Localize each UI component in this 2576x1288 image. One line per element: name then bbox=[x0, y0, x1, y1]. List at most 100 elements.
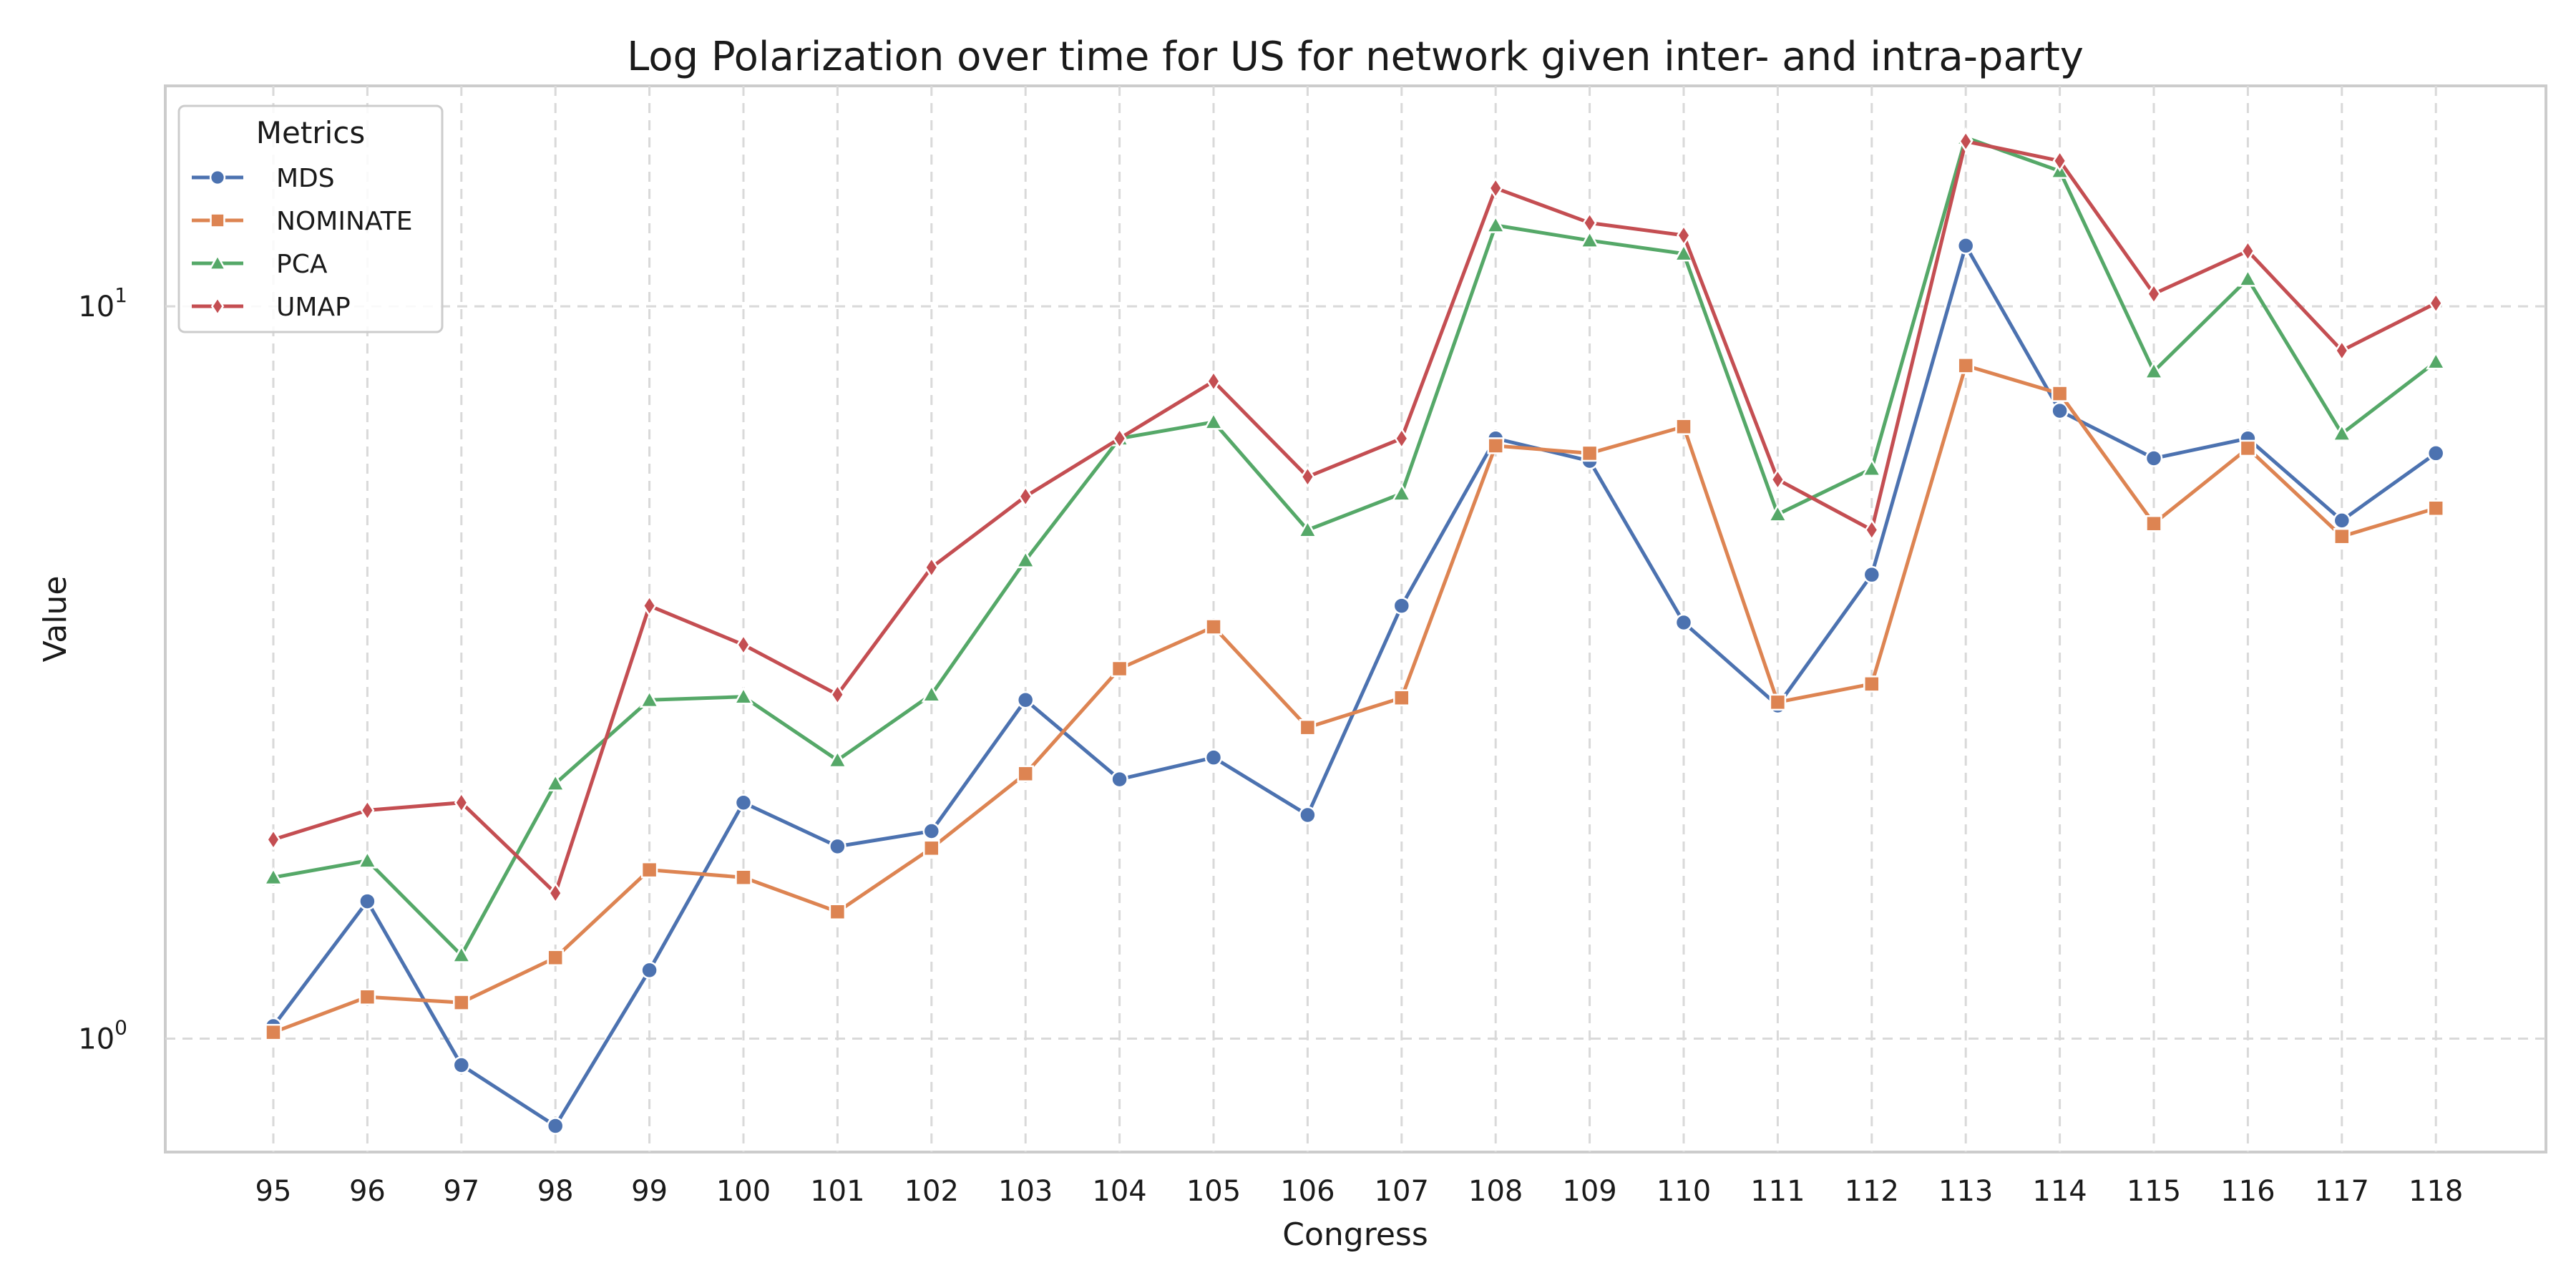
data-point bbox=[2426, 444, 2445, 462]
series-line bbox=[272, 243, 2437, 1128]
data-point bbox=[923, 839, 940, 857]
data-point bbox=[265, 1023, 282, 1041]
data-point bbox=[1394, 427, 1409, 450]
x-tick-label: 103 bbox=[998, 1175, 1053, 1208]
data-point bbox=[735, 869, 752, 886]
data-point bbox=[1018, 485, 1033, 508]
data-point bbox=[736, 633, 751, 656]
data-point bbox=[1863, 675, 1880, 693]
data-point bbox=[2145, 449, 2163, 467]
data-point bbox=[2333, 512, 2351, 530]
x-tick-label: 96 bbox=[349, 1175, 386, 1208]
data-point bbox=[1203, 411, 1224, 430]
data-point bbox=[1300, 466, 1315, 488]
data-point bbox=[360, 799, 375, 821]
y-tick-exponent: 0 bbox=[114, 1015, 127, 1039]
data-point bbox=[830, 683, 845, 706]
data-point bbox=[1956, 237, 1975, 255]
data-point bbox=[827, 749, 848, 769]
data-point bbox=[1205, 618, 1222, 635]
data-point bbox=[1204, 748, 1223, 766]
x-tick-label: 117 bbox=[2315, 1175, 2369, 1208]
data-point bbox=[2239, 439, 2257, 457]
data-point bbox=[2143, 361, 2165, 379]
x-tick-label: 115 bbox=[2127, 1175, 2181, 1208]
data-point bbox=[452, 1056, 471, 1074]
data-point bbox=[1016, 691, 1035, 709]
y-tick-label: 101 bbox=[78, 283, 127, 323]
legend-entry: NOMINATE bbox=[192, 207, 412, 236]
x-tick-label: 107 bbox=[1375, 1175, 1429, 1208]
series-line bbox=[273, 364, 2436, 1035]
x-axis-ticks: 95 96 97 98 99 100 101 102 103 104 105 106 107 108 109… bbox=[255, 1175, 2464, 1208]
data-point bbox=[2333, 527, 2351, 545]
x-tick-label: 97 bbox=[443, 1175, 479, 1208]
x-tick-label: 114 bbox=[2032, 1175, 2087, 1208]
legend: Metrics MDS NOMINATE PCA UMAP bbox=[177, 104, 444, 333]
series-line bbox=[273, 135, 2437, 957]
data-point bbox=[1582, 212, 1597, 234]
legend-label: UMAP bbox=[276, 293, 351, 322]
data-point bbox=[2051, 385, 2069, 402]
data-point bbox=[734, 794, 753, 811]
legend-entries: MDS NOMINATE PCA UMAP bbox=[192, 164, 412, 322]
data-point bbox=[2427, 499, 2444, 517]
data-point bbox=[1015, 550, 1036, 568]
x-tick-label: 112 bbox=[1845, 1175, 1899, 1208]
data-point bbox=[829, 903, 847, 920]
x-tick-label: 109 bbox=[1562, 1175, 1616, 1208]
y-axis-ticks: 10 0 101 bbox=[78, 283, 127, 1055]
plot-frame bbox=[164, 84, 2547, 1153]
legend-entry: MDS bbox=[192, 164, 335, 193]
data-point bbox=[1675, 418, 1692, 435]
data-point bbox=[357, 850, 378, 869]
legend-label: PCA bbox=[276, 250, 328, 279]
data-point bbox=[639, 689, 660, 708]
data-point bbox=[1769, 693, 1787, 711]
data-point bbox=[2426, 351, 2446, 370]
data-point bbox=[1206, 370, 1221, 393]
x-tick-label: 106 bbox=[1280, 1175, 1335, 1208]
data-point bbox=[1958, 130, 1974, 152]
data-point bbox=[453, 994, 470, 1011]
y-tick-base: 10 bbox=[78, 291, 114, 323]
x-axis-label: Congress bbox=[1282, 1216, 1428, 1253]
data-point bbox=[1393, 689, 1410, 706]
data-point bbox=[2238, 268, 2258, 287]
x-tick-label: 113 bbox=[1938, 1175, 1993, 1208]
data-point bbox=[1299, 806, 1317, 824]
legend-title: Metrics bbox=[256, 115, 365, 150]
data-point bbox=[2051, 401, 2069, 420]
x-tick-label: 108 bbox=[1468, 1175, 1523, 1208]
data-point bbox=[1861, 458, 1882, 477]
data-point bbox=[2334, 339, 2349, 362]
data-point bbox=[2429, 292, 2444, 314]
x-tick-label: 99 bbox=[631, 1175, 668, 1208]
x-tick-label: 102 bbox=[904, 1175, 959, 1208]
series-nominate bbox=[265, 357, 2444, 1041]
series-pca bbox=[263, 127, 2446, 963]
data-point bbox=[1297, 519, 1318, 538]
series-umap bbox=[266, 130, 2444, 904]
data-point bbox=[1770, 468, 1785, 491]
data-point bbox=[640, 961, 658, 980]
data-point bbox=[1485, 215, 1506, 233]
data-point bbox=[924, 556, 939, 579]
chart-title: Log Polarization over time for US for ne… bbox=[627, 34, 2084, 80]
data-point bbox=[1674, 613, 1693, 632]
data-point bbox=[1673, 243, 1694, 262]
data-point bbox=[922, 822, 941, 840]
legend-marker bbox=[208, 253, 227, 270]
legend-marker bbox=[209, 169, 226, 186]
data-point bbox=[1863, 565, 1881, 584]
data-point bbox=[358, 892, 376, 910]
data-point bbox=[1957, 357, 1974, 374]
data-point bbox=[263, 867, 284, 886]
data-point bbox=[1392, 597, 1411, 615]
data-point bbox=[451, 945, 472, 963]
data-point bbox=[733, 686, 754, 705]
data-point bbox=[1299, 718, 1317, 736]
series-group bbox=[263, 127, 2446, 1135]
legend-marker bbox=[210, 296, 225, 316]
